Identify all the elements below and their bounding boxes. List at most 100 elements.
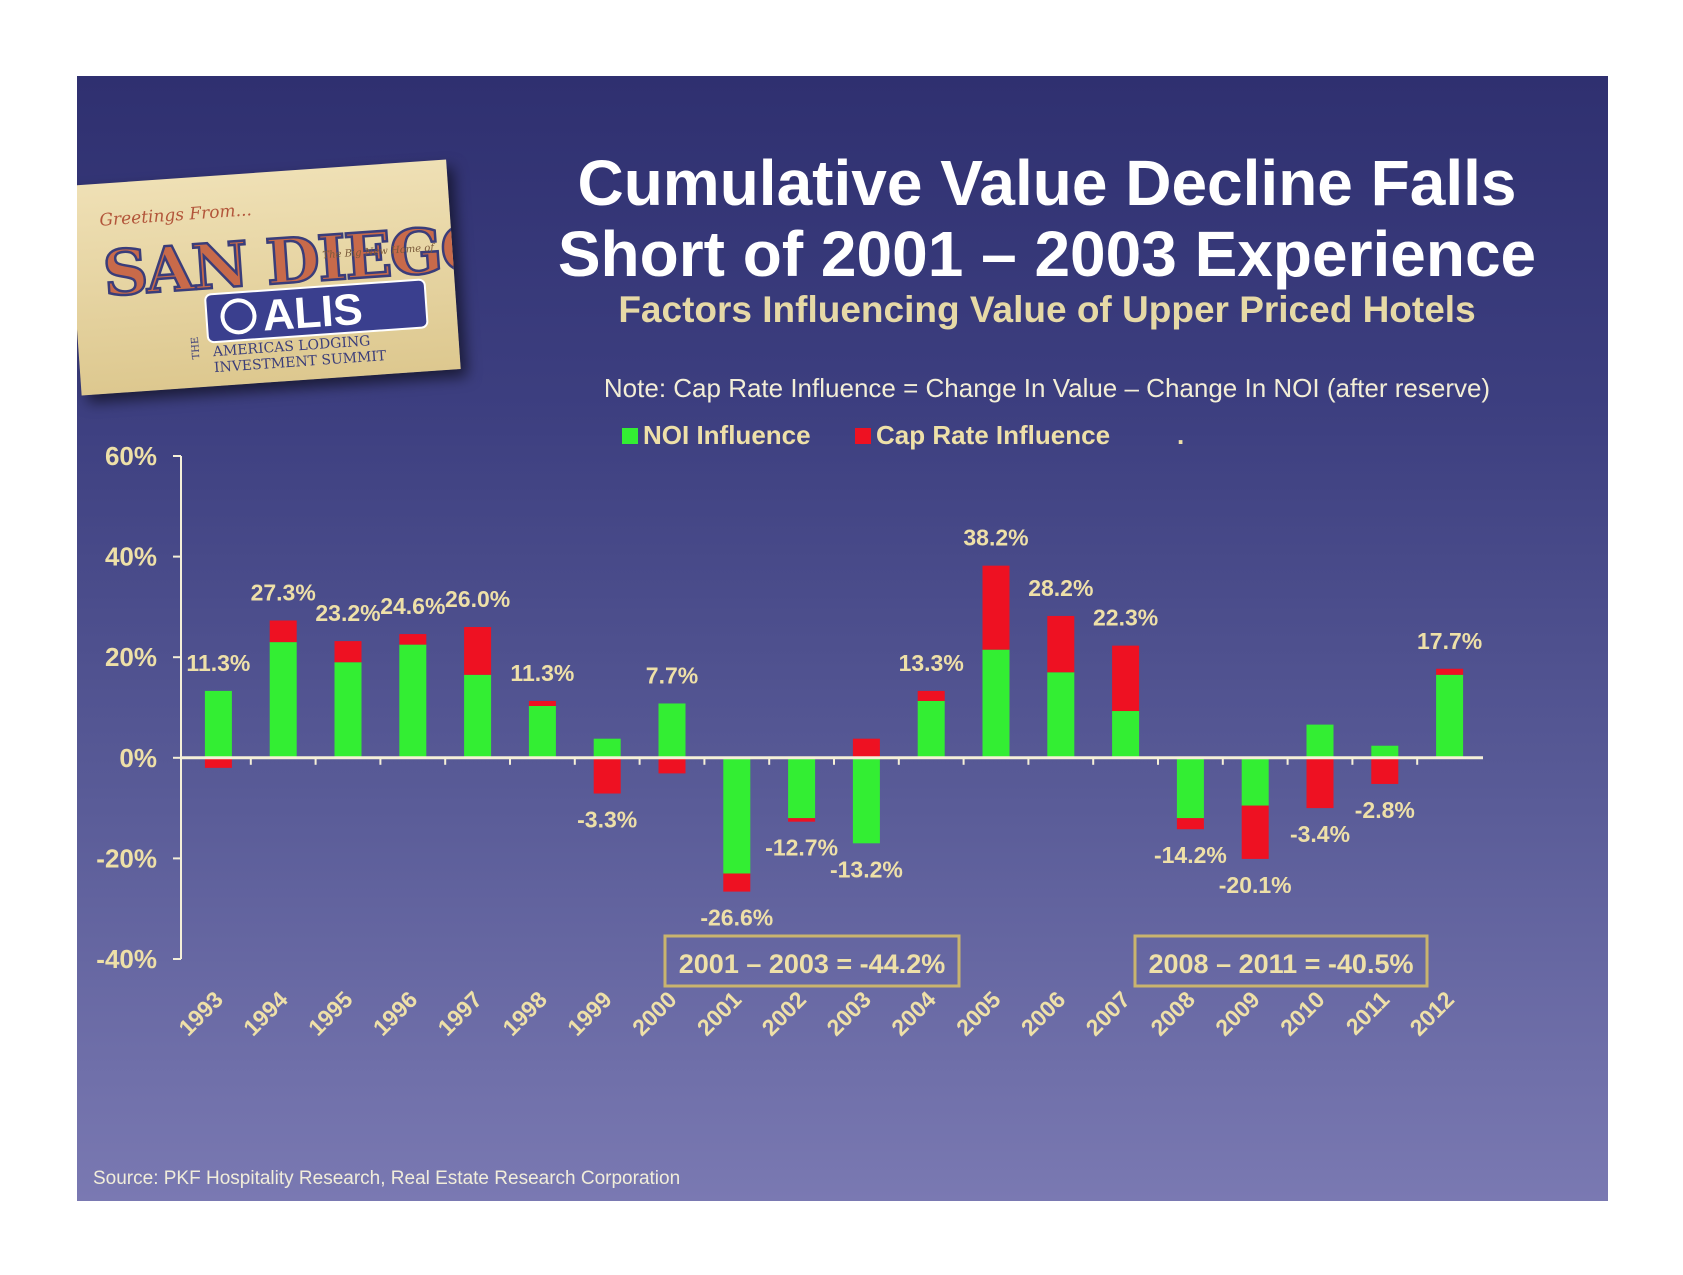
legend-swatch-noi: [622, 428, 638, 444]
y-tick-label: -20%: [96, 843, 157, 873]
bar-cap-rate-2001: [723, 873, 751, 892]
bar-cap-rate-1998: [528, 700, 556, 706]
x-tick-label-2002: 2002: [757, 986, 812, 1041]
bar-cap-rate-2012: [1436, 668, 1464, 675]
value-label-1994: 27.3%: [251, 579, 316, 605]
bar-cap-rate-1995: [334, 641, 362, 663]
value-label-2004: 13.3%: [899, 650, 964, 676]
value-label-1999: -3.3%: [577, 807, 637, 833]
bar-noi-2010: [1306, 724, 1334, 758]
postcard-graphic: Greetings From... SAN DIEGO The Big New …: [99, 200, 461, 376]
value-label-2006: 28.2%: [1028, 575, 1093, 601]
logo-badge: [204, 278, 429, 344]
x-tick-label-2006: 2006: [1016, 986, 1071, 1041]
x-tick-label-2008: 2008: [1145, 986, 1200, 1041]
bars: [204, 565, 1464, 892]
value-label-2002: -12.7%: [765, 835, 838, 861]
bar-cap-rate-1993: [204, 757, 232, 768]
x-tick-label-1998: 1998: [497, 986, 552, 1041]
x-tick-label-2012: 2012: [1405, 986, 1460, 1041]
legend-label-noi: NOI Influence: [643, 420, 811, 450]
note: Note: Cap Rate Influence = Change In Val…: [603, 373, 1491, 403]
x-tick-label-2000: 2000: [627, 986, 682, 1041]
title-line-2: Short of 2001 – 2003 Experience: [557, 218, 1537, 290]
bar-cap-rate-2009: [1241, 805, 1269, 859]
x-tick-label-2009: 2009: [1210, 986, 1265, 1041]
bar-noi-2007: [1112, 711, 1140, 758]
x-tick-label-1995: 1995: [303, 986, 358, 1041]
value-label-2007: 22.3%: [1093, 605, 1158, 631]
x-tick-label-2003: 2003: [821, 986, 876, 1041]
y-axis: -40% -20% 0% 20% 40% 60%: [96, 441, 182, 974]
annotation-2008-2011: 2008 – 2011 = -40.5%: [1149, 949, 1414, 979]
value-label-2005: 38.2%: [963, 525, 1028, 551]
annotation-2001-2003: 2001 – 2003 = -44.2%: [679, 949, 945, 979]
x-tick-label-1999: 1999: [562, 986, 617, 1041]
bar-cap-rate-2006: [1047, 615, 1075, 673]
value-label-1998: 11.3%: [510, 660, 574, 686]
annotation-box-2008-2011: [1133, 934, 1429, 988]
value-label-2009: -20.1%: [1219, 872, 1292, 898]
legend-swatch-cap-rate: [855, 428, 871, 444]
value-label-1996: 24.6%: [380, 593, 445, 619]
bar-noi-1997: [464, 674, 492, 758]
bar-noi-2002: [788, 757, 816, 819]
bar-cap-rate-2003: [852, 738, 880, 758]
logo-brand: ALIS: [261, 285, 364, 341]
bar-noi-2003: [852, 757, 880, 844]
bar-cap-rate-2007: [1112, 645, 1140, 712]
bar-noi-2006: [1047, 672, 1075, 758]
bar-cap-rate-2011: [1371, 757, 1399, 784]
value-label-2011: -2.8%: [1355, 797, 1415, 823]
value-label-2010: -3.4%: [1290, 821, 1350, 847]
bar-noi-1998: [528, 705, 556, 758]
bar-noi-1995: [334, 662, 362, 758]
x-tick-label-2001: 2001: [692, 986, 747, 1041]
bar-noi-2004: [917, 700, 945, 758]
x-tick-label-2007: 2007: [1081, 986, 1136, 1041]
bar-cap-rate-2008: [1176, 818, 1204, 830]
value-label-2000: 7.7%: [646, 662, 698, 688]
annotations: 2001 – 2003 = -44.2% 2008 – 2011 = -40.5…: [663, 934, 1429, 988]
subtitle: Factors Influencing Value of Upper Price…: [618, 289, 1476, 330]
legend-extra-dot: .: [1177, 420, 1184, 450]
bar-cap-rate-1996: [399, 634, 427, 645]
bar-cap-rate-1997: [464, 627, 492, 675]
bar-noi-2000: [658, 703, 686, 758]
bar-noi-2008: [1176, 757, 1204, 819]
bar-cap-rate-2005: [982, 565, 1010, 650]
bar-chart: NOI Influence Cap Rate Influence . -40%-…: [96, 420, 1483, 1041]
bar-cap-rate-2000: [658, 757, 686, 774]
x-tick-label-2005: 2005: [951, 986, 1006, 1041]
x-tick-label-1993: 1993: [173, 986, 228, 1041]
source-note: Source: PKF Hospitality Research, Real E…: [93, 1168, 681, 1189]
bar-noi-1996: [399, 644, 427, 758]
alis-san-diego-logo: Greetings From... SAN DIEGO The Big New …: [77, 159, 461, 396]
bar-cap-rate-2010: [1306, 757, 1334, 809]
bar-noi-1994: [269, 642, 297, 758]
value-label-2001: -26.6%: [700, 905, 773, 931]
slide: Greetings From... SAN DIEGO The Big New …: [77, 76, 1608, 1201]
bar-noi-2012: [1436, 674, 1464, 758]
value-labels: 11.3% 27.3%23.2% 24.6% 26.0% 11.3% -3.3% 7.7% -…: [186, 525, 1482, 931]
value-label-2003: -13.2%: [830, 856, 903, 882]
title-line-1: Cumulative Value Decline Falls: [577, 147, 1517, 219]
y-tick-label: 60%: [105, 441, 157, 471]
x-tick-label-1996: 1996: [368, 986, 423, 1041]
bar-cap-rate-1994: [269, 620, 297, 643]
value-label-1995: 23.2%: [315, 600, 380, 626]
value-label-1993: 11.3%: [186, 650, 250, 676]
x-tick-label-2011: 2011: [1341, 986, 1395, 1040]
x-tick-label-2004: 2004: [886, 986, 941, 1041]
y-tick-label: 40%: [105, 542, 157, 572]
legend-label-cap-rate: Cap Rate Influence: [876, 420, 1110, 450]
logo-brand-article: THE: [190, 336, 203, 359]
y-tick-label: 0%: [119, 743, 157, 773]
annotation-box-2001-2003: [663, 934, 961, 988]
bar-noi-2009: [1241, 757, 1269, 806]
x-tick-label-1994: 1994: [238, 986, 293, 1041]
bar-cap-rate-1999: [593, 757, 621, 794]
y-tick-label: 20%: [105, 642, 157, 672]
legend: NOI Influence Cap Rate Influence .: [622, 420, 1184, 450]
y-tick-label: -40%: [96, 944, 157, 974]
